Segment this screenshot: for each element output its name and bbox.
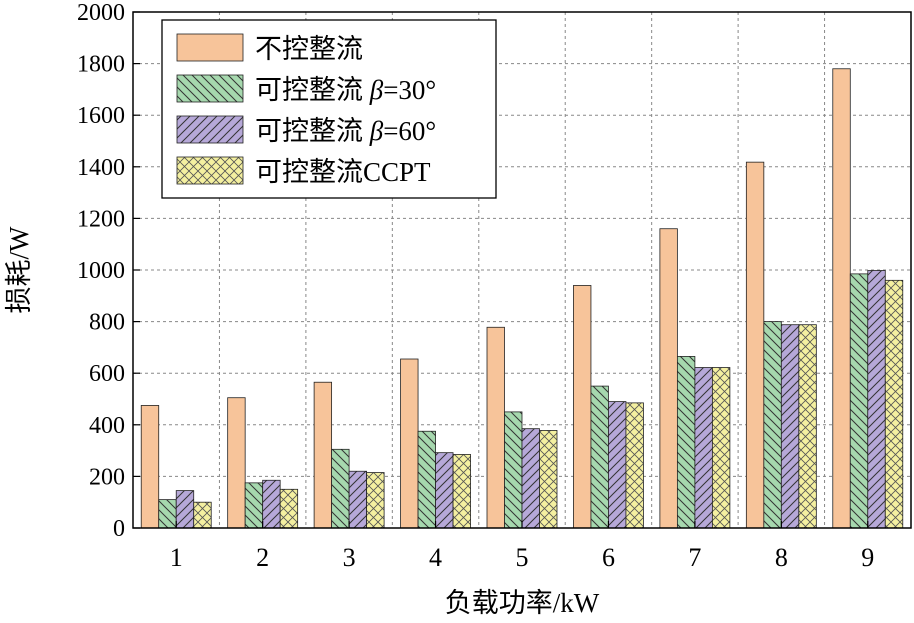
legend-label-4: 可控整流CCPT (255, 157, 431, 187)
bar-series-1-cat-8 (745, 161, 765, 529)
x-tick-label: 5 (516, 543, 529, 572)
y-tick-label: 200 (89, 464, 125, 490)
x-tick-label: 2 (256, 543, 269, 572)
bar-series-3-cat-1 (175, 490, 195, 529)
bar-series-4-cat-9 (884, 279, 904, 529)
bar-series-4-cat-8 (798, 324, 817, 529)
bar-series-4-cat-6 (625, 402, 644, 529)
x-tick-label: 4 (429, 543, 442, 572)
bar-series-1-cat-6 (573, 285, 592, 529)
bar-series-1-cat-3 (313, 381, 333, 529)
bar-series-1-cat-5 (486, 326, 505, 529)
bar-series-3-cat-8 (780, 324, 800, 529)
y-tick-label: 0 (113, 516, 125, 542)
bar-series-2-cat-8 (763, 321, 782, 529)
legend-swatch-2 (176, 74, 244, 103)
y-tick-label: 2000 (77, 0, 125, 26)
bar-series-2-cat-3 (331, 448, 350, 529)
legend-swatch-1 (176, 33, 244, 62)
bar-series-2-cat-1 (158, 499, 177, 529)
bar-series-2-cat-9 (849, 273, 869, 529)
bar-series-4-cat-3 (366, 472, 385, 529)
legend-swatch-4 (176, 156, 244, 185)
bar-series-1-cat-9 (832, 68, 851, 529)
bar-series-1-cat-2 (227, 397, 246, 529)
axis-ticks: 0 200 400 600 800 1000 1200 1400 1600 1800 2000 1 2 3… (77, 0, 874, 572)
bar-series-3-cat-5 (521, 428, 540, 529)
bar-series-3-cat-9 (867, 270, 886, 529)
x-tick-label: 9 (861, 543, 874, 572)
x-axis-label: 负载功率/kW (445, 588, 600, 618)
bars (140, 68, 904, 529)
bar-series-2-cat-5 (504, 411, 523, 529)
bar-series-2-cat-2 (244, 482, 264, 529)
bar-series-3-cat-3 (348, 470, 368, 529)
bar-series-2-cat-7 (676, 356, 696, 529)
x-tick-label: 1 (170, 543, 183, 572)
legend-label-1: 不控整流 (255, 34, 363, 64)
bar-series-3-cat-4 (435, 452, 454, 529)
legend-swatch-3 (176, 115, 244, 144)
bar-series-4-cat-5 (539, 430, 558, 529)
y-tick-label: 1200 (77, 206, 125, 232)
bar-series-2-cat-6 (590, 385, 609, 529)
x-tick-label: 6 (602, 543, 615, 572)
y-tick-label: 400 (89, 413, 125, 439)
x-tick-label: 3 (343, 543, 356, 572)
bar-series-1-cat-7 (659, 228, 678, 529)
bar-series-2-cat-4 (417, 430, 436, 529)
y-tick-label: 1800 (77, 52, 125, 78)
y-tick-label: 800 (89, 310, 125, 336)
bar-series-3-cat-6 (608, 401, 627, 529)
legend-label-3: 可控整流 β=60° (255, 116, 436, 146)
x-tick-label: 7 (688, 543, 701, 572)
bar-series-4-cat-7 (711, 367, 731, 529)
bar-series-4-cat-2 (279, 488, 299, 529)
y-axis-label: 损耗/W (4, 226, 34, 314)
bar-series-3-cat-2 (262, 479, 281, 529)
y-tick-label: 1000 (77, 258, 125, 284)
bar-series-4-cat-4 (452, 454, 471, 529)
y-tick-label: 1600 (77, 103, 125, 129)
bar-series-1-cat-1 (140, 405, 160, 529)
bar-series-4-cat-1 (193, 501, 212, 529)
y-tick-label: 1400 (77, 155, 125, 181)
bar-series-3-cat-7 (694, 367, 713, 529)
legend-label-2: 可控整流 β=30° (255, 75, 436, 105)
bar-series-1-cat-4 (400, 358, 419, 529)
y-tick-label: 600 (89, 361, 125, 387)
x-tick-label: 8 (775, 543, 788, 572)
